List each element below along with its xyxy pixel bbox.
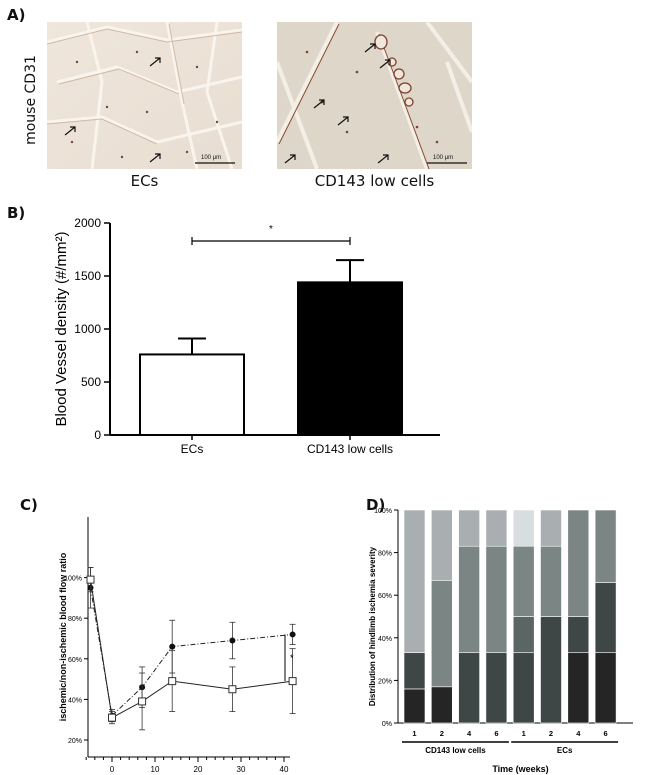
b-bar — [139, 353, 245, 436]
d-stack-segment — [567, 509, 590, 617]
c-point-square — [288, 677, 297, 686]
c-y-tick-label: 40% — [68, 697, 82, 704]
c-y-tick-label: 20% — [68, 738, 82, 745]
b-y-tick-label: 2000 — [74, 216, 101, 230]
caption-cd143: CD143 low cells — [314, 172, 435, 190]
c-x-tick-label: 0 — [110, 765, 115, 774]
b-y-tick-label: 1000 — [74, 322, 101, 336]
c-point-square — [138, 697, 147, 706]
panel-c-letter: C) — [20, 496, 38, 514]
caption-ecs: ECs — [130, 172, 159, 190]
c-significance: * — [290, 653, 294, 663]
b-y-tick-label: 1500 — [74, 269, 101, 283]
d-stack-segment — [594, 509, 617, 583]
c-y-axis-label: ischemic/non-ischemic blood flow ratio — [58, 552, 68, 721]
c-y-tick-label: 80% — [68, 616, 82, 623]
d-stack-segment — [403, 652, 426, 690]
d-y-tick-label: 100% — [374, 508, 392, 515]
micrograph-cd143: 100 μm — [277, 22, 472, 169]
d-stack-segment — [485, 545, 508, 654]
d-stack-segment — [431, 579, 453, 688]
d-stack-segment — [403, 509, 426, 654]
c-y-tick-label: 60% — [68, 657, 82, 664]
b-y-tick-label: 0 — [94, 428, 101, 442]
c-series-line — [90, 587, 293, 717]
panel-b-letter: B) — [7, 204, 26, 222]
d-y-axis-label: Distribution of hindlimb ischemia severi… — [368, 546, 377, 706]
d-stack-segment — [458, 509, 480, 547]
c-point-circle — [289, 631, 296, 638]
b-y-axis-label: Blood Vessel density (#/mm²) — [53, 231, 70, 426]
d-stack-segment — [567, 652, 590, 724]
c-point-square — [108, 713, 116, 722]
c-series-line — [90, 579, 293, 719]
d-stack-segment — [431, 509, 453, 581]
c-point-circle — [229, 637, 236, 644]
d-stack-segment — [512, 652, 535, 724]
d-x-tick-label: 2 — [440, 729, 444, 738]
scalebar-label-ecs: 100 μm — [201, 155, 221, 161]
c-x-tick-label: 10 — [151, 765, 160, 774]
b-x-tick-label: ECs — [181, 442, 204, 456]
d-x-tick-label: 4 — [576, 729, 581, 738]
d-stack-segment — [540, 616, 562, 724]
d-x-tick-label: 1 — [412, 729, 416, 738]
b-significance: * — [269, 224, 273, 235]
chart-c: 20%40%60%80%100%010203040Time (days)isch… — [58, 517, 297, 774]
d-y-tick-label: 60% — [378, 593, 392, 600]
d-stack-segment — [485, 509, 508, 547]
c-x-tick-label: 30 — [237, 765, 246, 774]
d-stack-segment — [512, 545, 535, 617]
chart-d: 0% 20% 40% 60% 80% 100% Distribution of hindli… — [368, 508, 633, 774]
c-point-square — [168, 677, 177, 686]
d-stack-segment — [458, 545, 480, 654]
b-x-tick-label: CD143 low cells — [307, 442, 393, 456]
d-y-tick-label: 80% — [378, 551, 392, 558]
scalebar-label-cd143: 100 μm — [433, 155, 453, 161]
d-stack-segment — [540, 545, 562, 617]
d-stack-segment — [431, 686, 453, 724]
b-bar — [297, 281, 403, 436]
d-x-axis-label: Time (weeks) — [492, 764, 548, 774]
c-x-tick-label: 40 — [280, 765, 289, 774]
d-stack-segment — [540, 509, 562, 547]
c-point-square — [86, 575, 95, 584]
d-x-tick-label: 4 — [467, 729, 472, 738]
panel-a-letter: A) — [7, 6, 26, 24]
d-x-tick-label: 6 — [494, 729, 498, 738]
d-stack-segment — [512, 509, 535, 547]
d-x-tick-label: 6 — [604, 729, 608, 738]
panel-a-ylabel: mouse CD31 — [23, 55, 39, 145]
d-stack-segment — [567, 616, 590, 654]
d-y-tick-label: 20% — [378, 678, 392, 685]
d-group-label: ECs — [557, 746, 573, 755]
d-stack-segment — [512, 616, 535, 654]
c-point-circle — [169, 643, 176, 650]
d-stack-segment — [403, 688, 426, 724]
d-stack-segment — [458, 652, 480, 724]
d-y-tick-label: 0% — [382, 721, 392, 728]
chart-b: 0 500 1000 1500 2000 ECs CD143 low cells * Blood… — [53, 216, 440, 456]
d-x-tick-label: 2 — [549, 729, 553, 738]
d-x-tick-label: 1 — [522, 729, 526, 738]
c-x-tick-label: 20 — [194, 765, 203, 774]
d-y-tick-label: 40% — [378, 636, 392, 643]
panel-d-letter: D) — [366, 496, 386, 514]
b-y-tick-label: 500 — [81, 375, 101, 389]
c-point-square — [228, 685, 237, 694]
d-stack-segment — [594, 582, 617, 654]
d-stack-segment — [485, 652, 508, 724]
d-group-label: CD143 low cells — [425, 746, 486, 755]
micrograph-ecs: 100 μm — [47, 22, 242, 169]
d-stack-segment — [594, 652, 617, 724]
c-y-tick-label: 100% — [64, 576, 82, 583]
